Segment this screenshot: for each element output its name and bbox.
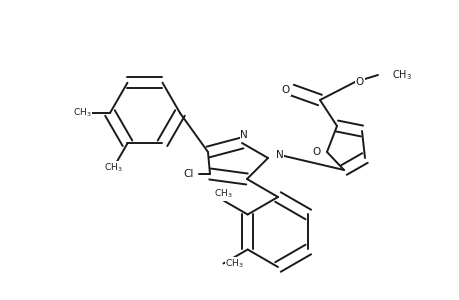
Text: O: O	[312, 147, 320, 157]
Text: CH$_3$: CH$_3$	[73, 107, 91, 119]
Text: CH$_3$: CH$_3$	[213, 188, 232, 200]
Text: O: O	[355, 77, 364, 87]
Text: CH$_3$: CH$_3$	[104, 161, 123, 174]
Text: N: N	[240, 130, 247, 140]
Text: N: N	[275, 150, 283, 160]
Text: CH$_3$: CH$_3$	[225, 257, 244, 270]
Text: O: O	[281, 85, 290, 95]
Text: Cl: Cl	[184, 169, 194, 179]
Text: CH$_3$: CH$_3$	[391, 68, 411, 82]
